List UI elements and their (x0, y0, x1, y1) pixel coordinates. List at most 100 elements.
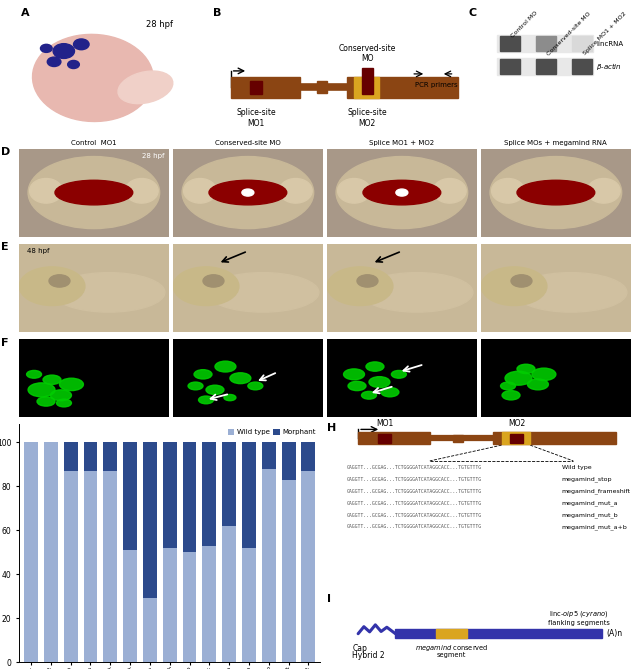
Circle shape (230, 373, 251, 383)
Bar (536, 36, 555, 51)
Text: 28 hpf: 28 hpf (145, 20, 173, 29)
Circle shape (37, 397, 55, 406)
Bar (242, 442, 256, 548)
Text: F: F (1, 338, 9, 348)
Text: Cap: Cap (352, 644, 368, 653)
Text: megamind_mut_a+b: megamind_mut_a+b (562, 524, 627, 530)
Circle shape (49, 275, 70, 287)
Text: C: C (468, 8, 476, 18)
Bar (183, 442, 196, 552)
Circle shape (59, 378, 83, 391)
Text: Control MO: Control MO (510, 11, 539, 39)
Bar (83, 442, 97, 471)
Ellipse shape (515, 272, 627, 312)
Text: PCR primers: PCR primers (415, 82, 457, 88)
Ellipse shape (55, 180, 132, 205)
Circle shape (248, 382, 263, 390)
Circle shape (242, 189, 254, 196)
Text: megamind_mut_a: megamind_mut_a (562, 500, 619, 506)
Circle shape (343, 369, 364, 380)
Bar (250, 81, 262, 94)
Bar (347, 77, 458, 98)
Legend: Wild type, Morphant: Wild type, Morphant (226, 428, 317, 437)
Circle shape (27, 371, 41, 378)
Bar (24, 442, 38, 662)
Bar (231, 77, 300, 98)
Circle shape (57, 399, 71, 407)
Text: GAGGTT...GCGAG...TCTGGGGATCATAGGCACC...TGTGTTTG: GAGGTT...GCGAG...TCTGGGGATCATAGGCACC...T… (347, 512, 482, 518)
Ellipse shape (587, 179, 620, 203)
Bar (242, 548, 256, 662)
Ellipse shape (279, 179, 312, 203)
Bar (493, 432, 616, 444)
Bar (453, 435, 463, 442)
Text: 28 hpf: 28 hpf (141, 153, 164, 159)
Bar (262, 468, 276, 662)
Bar (396, 629, 602, 638)
Ellipse shape (53, 272, 165, 312)
Text: D: D (1, 147, 10, 157)
Circle shape (527, 379, 548, 390)
Text: B: B (213, 8, 222, 18)
Circle shape (203, 275, 224, 287)
Ellipse shape (28, 157, 160, 229)
Bar (64, 442, 78, 471)
Text: GAGGTT...GCGAG...TCTGGGGATCATAGGCACC...TGTGTTTG: GAGGTT...GCGAG...TCTGGGGATCATAGGCACC...T… (347, 477, 482, 482)
Ellipse shape (433, 179, 466, 203)
Text: megamind_stop: megamind_stop (562, 477, 612, 482)
Bar (123, 442, 137, 550)
Bar (301, 471, 315, 662)
Text: GAGGTT...GCGAG...TCTGGGGATCATAGGCACC...TGTGTTTG: GAGGTT...GCGAG...TCTGGGGATCATAGGCACC...T… (347, 489, 482, 494)
Bar (572, 36, 592, 51)
Ellipse shape (29, 179, 62, 203)
Ellipse shape (183, 179, 217, 203)
Circle shape (53, 43, 75, 58)
Text: $\it{megamind}$ conserved: $\it{megamind}$ conserved (415, 644, 488, 654)
Circle shape (206, 385, 224, 395)
Text: Splice MO1 + MO2: Splice MO1 + MO2 (369, 140, 434, 146)
Text: Wild type: Wild type (562, 466, 591, 470)
Text: Splice-site
MO2: Splice-site MO2 (347, 108, 387, 128)
Bar (163, 548, 176, 662)
Circle shape (366, 362, 384, 371)
Bar (317, 82, 327, 93)
Ellipse shape (209, 180, 287, 205)
Bar (572, 59, 592, 74)
Ellipse shape (490, 157, 622, 229)
Circle shape (43, 375, 61, 385)
Circle shape (362, 391, 376, 399)
Bar (497, 58, 593, 75)
Text: megamind_mut_b: megamind_mut_b (562, 512, 619, 518)
Text: megamind_frameshift: megamind_frameshift (562, 488, 631, 494)
Ellipse shape (363, 180, 441, 205)
Text: Splice-site
MO1: Splice-site MO1 (236, 108, 276, 128)
Text: GAGGTT...GCGAG...TCTGGGGATCATAGGCACC...TGTGTTTG: GAGGTT...GCGAG...TCTGGGGATCATAGGCACC...T… (347, 524, 482, 529)
Text: flanking segments: flanking segments (548, 620, 610, 626)
Ellipse shape (517, 180, 595, 205)
Ellipse shape (492, 179, 524, 203)
Bar (83, 471, 97, 662)
Circle shape (28, 383, 55, 397)
Circle shape (502, 391, 520, 400)
Circle shape (369, 377, 390, 387)
Text: 48 hpf: 48 hpf (27, 248, 49, 254)
Text: Conserved-site MO: Conserved-site MO (215, 140, 281, 146)
Circle shape (50, 390, 71, 401)
Circle shape (19, 267, 85, 306)
Bar (143, 599, 157, 662)
Bar (510, 434, 523, 443)
Circle shape (47, 57, 61, 66)
Circle shape (501, 382, 515, 390)
Bar (103, 471, 117, 662)
Circle shape (511, 275, 532, 287)
Circle shape (391, 371, 406, 378)
Bar (358, 432, 430, 444)
Circle shape (532, 368, 556, 381)
Text: $\beta$-$\it{actin}$: $\beta$-$\it{actin}$ (596, 61, 622, 72)
Ellipse shape (361, 272, 473, 312)
Text: H: H (327, 423, 336, 433)
Bar (500, 36, 520, 51)
Circle shape (396, 189, 408, 196)
Bar (282, 442, 296, 480)
Circle shape (215, 361, 236, 372)
